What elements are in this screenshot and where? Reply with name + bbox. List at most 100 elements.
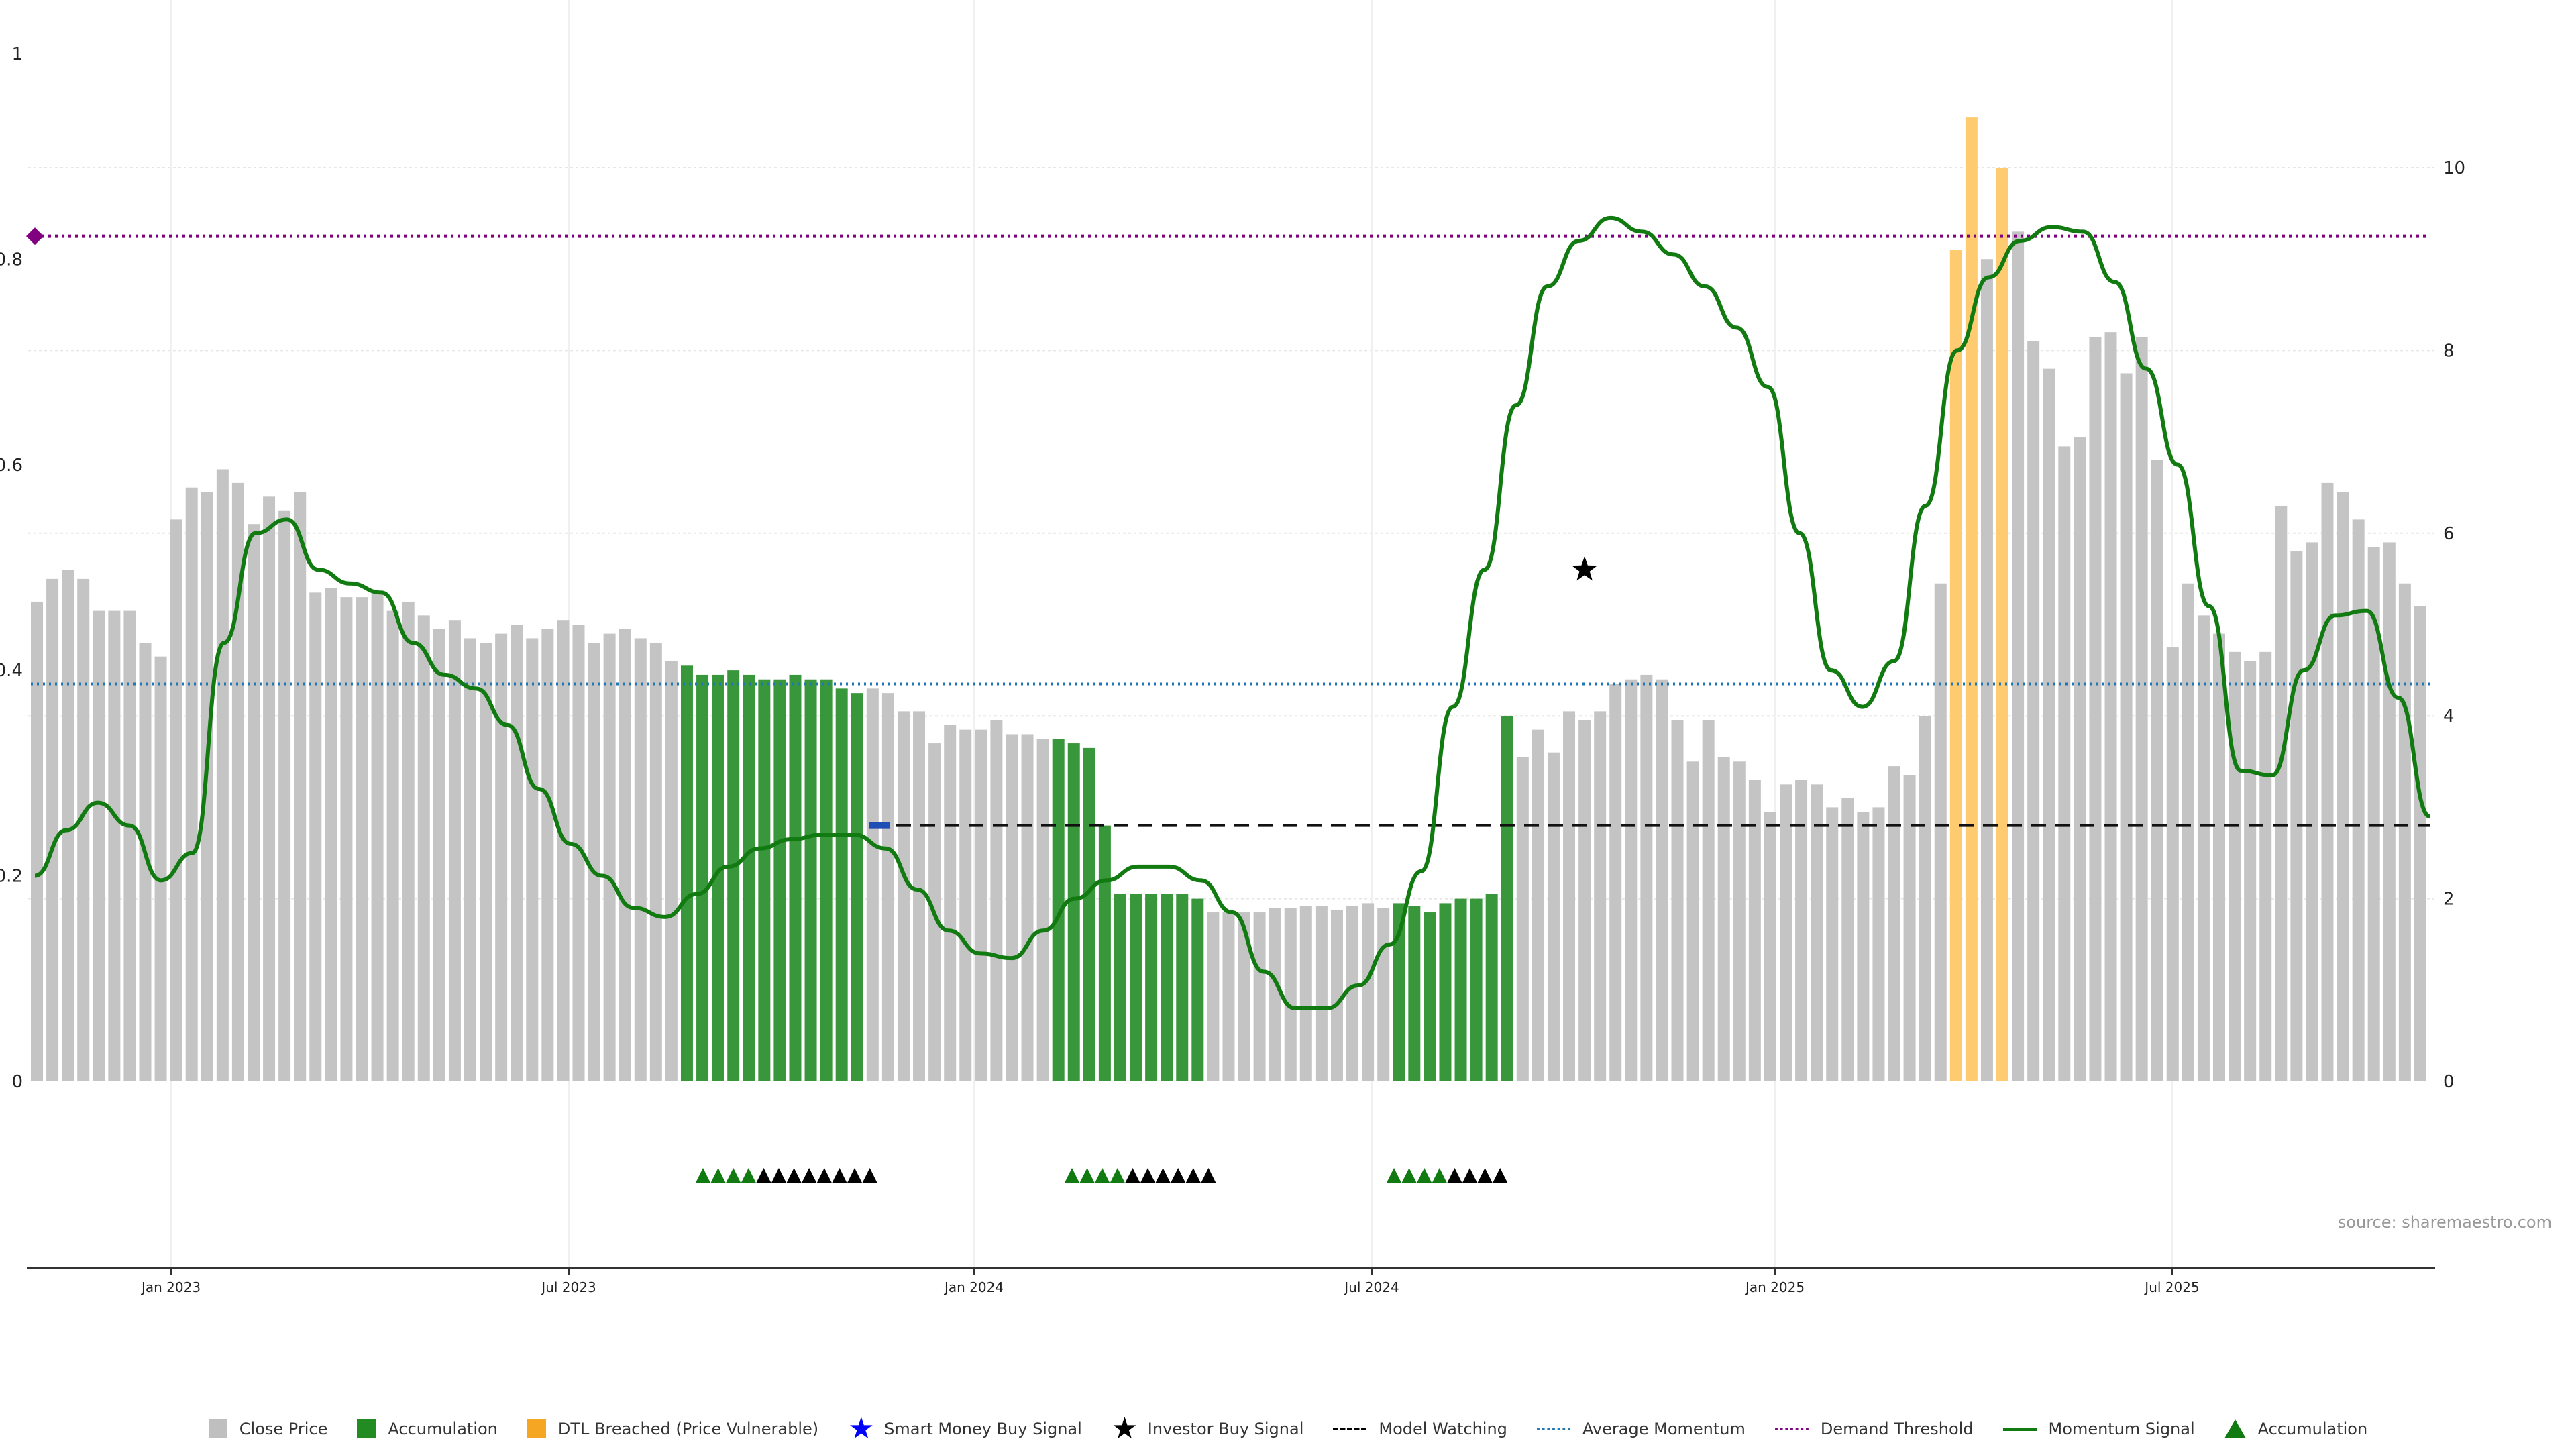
legend-label: Model Watching [1379,1419,1507,1438]
bar-close [263,496,276,1081]
accumulation-markers [696,1168,1508,1183]
bar-close [1640,674,1653,1081]
bar-close [526,638,539,1081]
bar-close [1609,684,1622,1081]
smart-money-marker [869,822,890,829]
accumulation-triangle-green [696,1168,710,1183]
bar-close [2306,542,2318,1081]
accumulation-triangle-black [1185,1168,1201,1183]
bar-close [123,610,136,1081]
bar-close [1702,720,1715,1081]
bar-close [2259,651,2272,1081]
price-bars [31,117,2426,1082]
bar-acc [743,674,755,1081]
momentum-signal-line [34,215,2431,1011]
legend: Close Price Accumulation DTL Breached (Pri… [0,1409,2576,1449]
bar-close [2244,661,2257,1081]
accumulation-triangle-black [862,1168,877,1183]
accumulation-triangle-black [847,1168,862,1183]
accumulation-triangle-black [1462,1168,1477,1183]
x-tick-label: Jan 2023 [140,1279,201,1295]
bar-close [990,720,1003,1081]
accumulation-triangle-green [1065,1168,1079,1183]
bar-close [541,629,554,1081]
left-tick-label: 0.8 [0,250,23,270]
bar-close [1826,807,1839,1081]
bar-close [2213,633,2226,1081]
bar-acc [758,679,771,1081]
legend-item: ★ Investor Buy Signal [1111,1411,1304,1446]
bar-close [2058,446,2071,1081]
left-tick-label: 0.4 [0,661,23,681]
bar-close [1238,912,1250,1081]
bar-acc [1176,894,1189,1081]
bar-close [2166,647,2179,1081]
bar-close [448,620,461,1081]
bar-acc [1098,825,1111,1081]
bar-close [2151,460,2163,1081]
right-tick-label: 2 [2443,890,2455,910]
bar-close [959,729,972,1081]
bar-acc [1485,894,1498,1081]
bar-close [1919,716,1931,1081]
bar-acc [712,674,724,1081]
bar-close [1377,908,1390,1081]
bar-close [108,610,121,1081]
accumulation-triangle-green [1387,1168,1401,1183]
right-tick-label: 4 [2443,706,2455,727]
bar-close [866,688,879,1081]
legend-item: Momentum Signal [2002,1419,2195,1438]
bar-close [2398,583,2411,1081]
bar-close [402,601,415,1081]
accumulation-triangle-black [1125,1168,1140,1183]
x-tick-label: Jan 2025 [1744,1279,1805,1295]
bar-close [2367,547,2380,1081]
bar-close [371,592,384,1081]
bar-close [1686,761,1699,1081]
bar-acc [1161,894,1173,1081]
bar-close [2027,341,2040,1081]
x-tick-label: Jul 2023 [540,1279,596,1295]
bar-close [1207,912,1220,1081]
source-note: source: sharemaestro.com [2337,1213,2552,1232]
legend-label: Smart Money Buy Signal [884,1419,1082,1438]
bar-close [511,625,523,1081]
bar-close [278,510,291,1081]
bar-close [1563,711,1576,1081]
bar-close [1547,752,1560,1081]
x-tick-label: Jul 2024 [1343,1279,1399,1295]
legend-star-icon: ★ [1111,1411,1138,1446]
right-tick-label: 8 [2443,341,2455,361]
legend-item: Accumulation [357,1419,498,1438]
bar-dtl [1965,117,1978,1082]
bar-close [1346,906,1359,1081]
bar-close [216,469,229,1081]
bar-close [1841,798,1854,1081]
bar-close [1656,679,1668,1081]
bar-close [1625,679,1638,1081]
bar-close [1253,912,1266,1081]
bar-close [1980,259,1993,1082]
bar-close [495,633,508,1081]
accumulation-triangle-black [1447,1168,1462,1183]
bar-acc [1393,903,1405,1081]
legend-item: Demand Threshold [1774,1419,1974,1438]
bar-close [154,656,167,1081]
bar-close [1362,903,1375,1081]
x-tick-label: Jul 2025 [2143,1279,2199,1295]
legend-item: Model Watching [1333,1419,1507,1438]
momentum-signal-path [34,215,2431,1011]
bar-close [2012,231,2025,1082]
bar-acc [835,688,848,1081]
bar-close [325,588,337,1081]
bar-close [975,729,987,1081]
bar-acc [1083,747,1095,1081]
bar-acc [1067,743,1080,1081]
bar-close [247,524,260,1081]
bar-close [294,492,307,1081]
bar-close [2321,482,2334,1081]
accumulation-triangle-green [1401,1168,1417,1183]
legend-label: Momentum Signal [2048,1419,2195,1438]
legend-line-icon [2002,1427,2037,1431]
bar-acc [1130,894,1142,1081]
